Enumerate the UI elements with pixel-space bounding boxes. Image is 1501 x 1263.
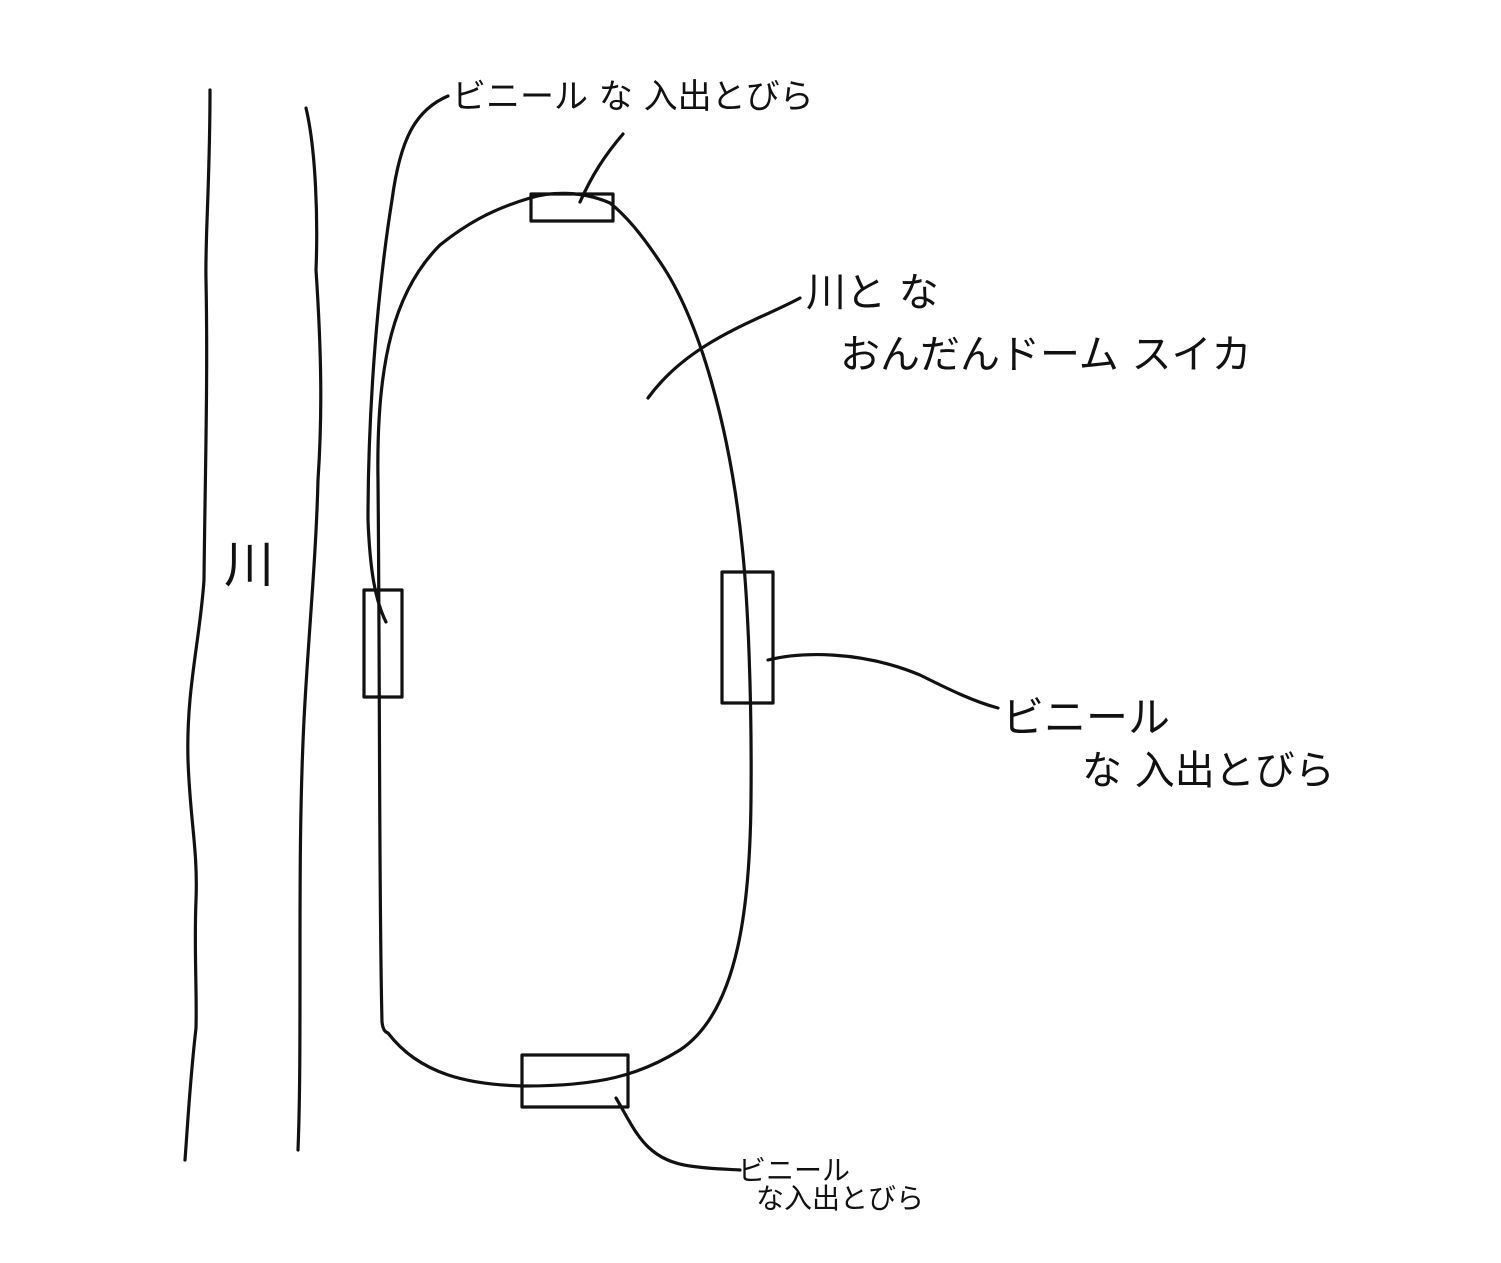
leader-dome: [646, 296, 802, 400]
leader-right-door: [766, 653, 1000, 710]
label-door-right-line1: ビニール: [1002, 693, 1170, 742]
label-door-top: ビニール な 入出とびら: [452, 77, 814, 117]
label-door-bottom-line2: な入出とびら: [756, 1182, 924, 1215]
door-top: [529, 192, 615, 223]
leader-top-left-door: [366, 94, 450, 624]
river-right-bank: [296, 106, 323, 1152]
dome-outline: [376, 191, 753, 1088]
door-right: [720, 570, 775, 705]
door-left: [362, 588, 404, 699]
label-dome-line1: 川と な: [806, 270, 939, 316]
leader-top-door: [578, 132, 625, 204]
label-door-bottom-line1: ビニール: [738, 1154, 850, 1187]
river-label: 川: [224, 536, 274, 594]
label-dome-line2: おんだんドーム スイカ: [840, 332, 1252, 378]
door-bottom: [520, 1053, 630, 1109]
river: 川: [183, 88, 323, 1162]
leader-bottom-door: [614, 1096, 742, 1172]
river-left-bank: [183, 88, 212, 1162]
label-door-right-line2: な 入出とびら: [1082, 748, 1335, 794]
